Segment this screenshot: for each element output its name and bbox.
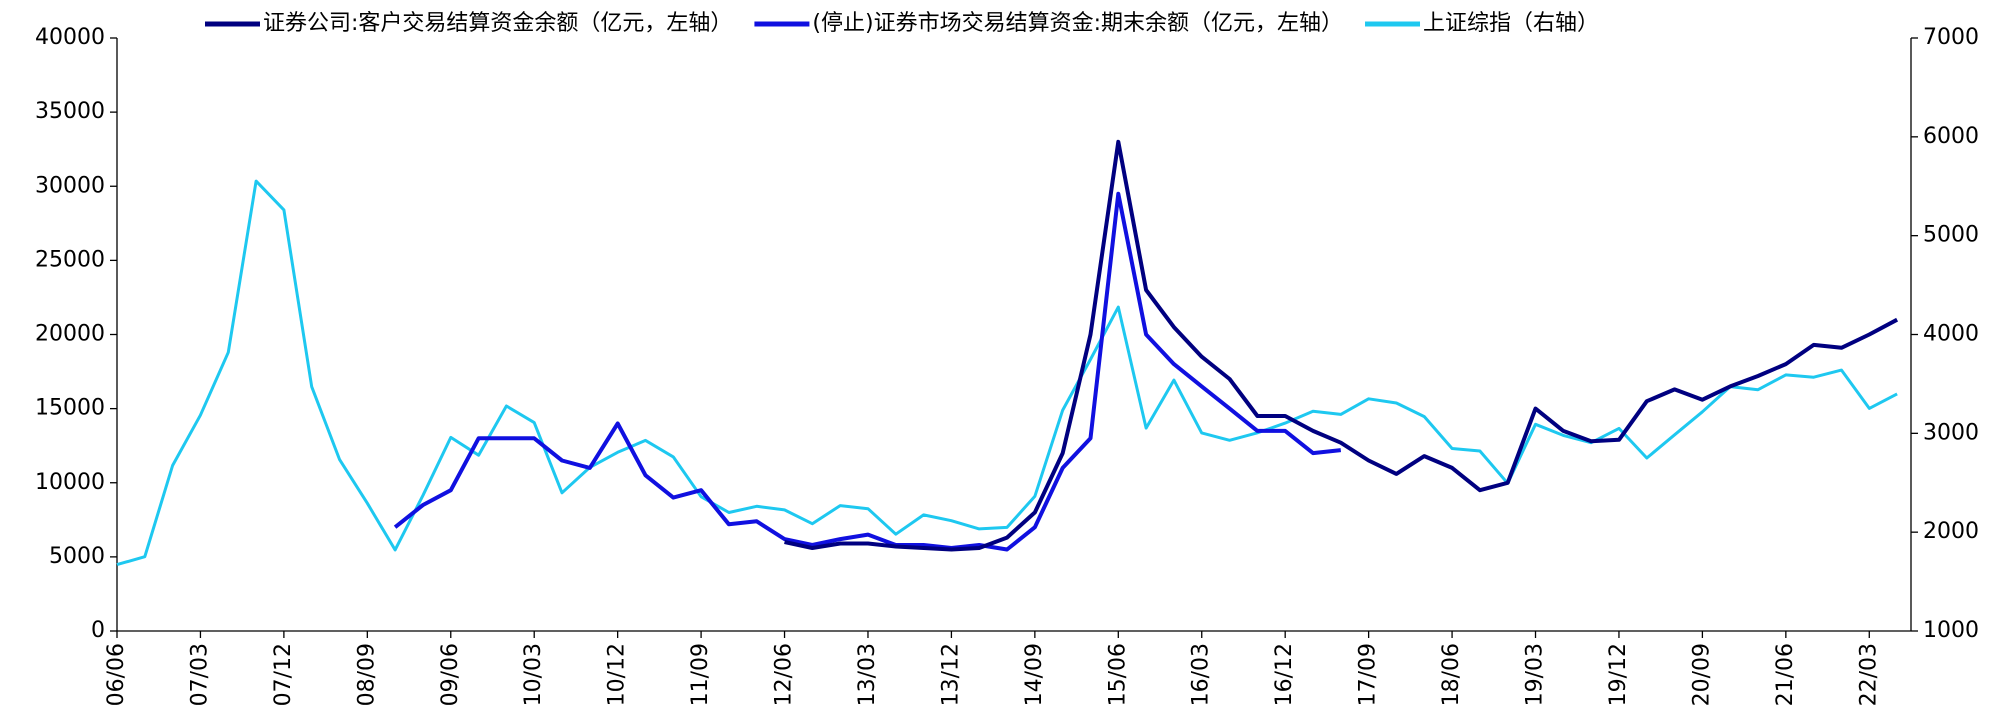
x-tick-label: 13/12 bbox=[938, 643, 963, 706]
x-tick-label: 16/03 bbox=[1189, 643, 1214, 706]
y-tick-label: 40000 bbox=[35, 25, 105, 50]
x-tick-label: 12/06 bbox=[772, 643, 797, 706]
x-tick-label: 19/12 bbox=[1606, 643, 1631, 706]
x-tick-label: 20/09 bbox=[1689, 643, 1714, 706]
x-tick-label: 13/03 bbox=[855, 643, 880, 706]
x-tick-label: 06/06 bbox=[104, 643, 129, 706]
series-line bbox=[784, 139, 1899, 552]
y-tick-label: 35000 bbox=[35, 99, 105, 124]
x-tick-label: 21/06 bbox=[1773, 643, 1798, 706]
x-tick-label: 10/03 bbox=[521, 643, 546, 706]
x-tick-label: 17/09 bbox=[1356, 643, 1381, 706]
y-tick-label: 15000 bbox=[35, 396, 105, 421]
legend-label: 证券公司:客户交易结算资金余额（亿元，左轴） bbox=[263, 11, 732, 36]
x-tick-label: 07/03 bbox=[187, 643, 212, 706]
x-tick-label: 22/03 bbox=[1856, 643, 1881, 706]
y-tick-label: 5000 bbox=[49, 544, 105, 569]
x-tick-label: 16/12 bbox=[1272, 643, 1297, 706]
y2-tick-label: 1000 bbox=[1923, 618, 1979, 643]
series-line bbox=[116, 179, 1898, 567]
x-tick-label: 10/12 bbox=[605, 643, 630, 706]
y2-tick-label: 3000 bbox=[1923, 420, 1979, 445]
y-tick-label: 10000 bbox=[35, 470, 105, 495]
x-tick-label: 19/03 bbox=[1523, 643, 1548, 706]
y-tick-label: 25000 bbox=[35, 247, 105, 272]
x-tick-label: 07/12 bbox=[271, 643, 296, 706]
y2-tick-label: 6000 bbox=[1923, 124, 1979, 149]
x-tick-label: 09/06 bbox=[438, 643, 463, 706]
y2-tick-label: 5000 bbox=[1923, 223, 1979, 248]
series-line bbox=[393, 191, 1342, 552]
legend-label: 上证综指（右轴） bbox=[1423, 11, 1599, 36]
x-tick-label: 08/09 bbox=[354, 643, 379, 706]
legend-label: (停止)证券市场交易结算资金:期末余额（亿元，左轴） bbox=[812, 11, 1343, 36]
y-tick-label: 20000 bbox=[35, 322, 105, 347]
y2-tick-label: 7000 bbox=[1923, 25, 1979, 50]
x-tick-label: 11/09 bbox=[688, 643, 713, 706]
y-tick-label: 30000 bbox=[35, 173, 105, 198]
x-tick-label: 15/06 bbox=[1105, 643, 1130, 706]
x-tick-label: 18/06 bbox=[1439, 643, 1464, 706]
y-tick-label: 0 bbox=[91, 618, 105, 643]
x-tick-label: 14/09 bbox=[1022, 643, 1047, 706]
y2-tick-label: 2000 bbox=[1923, 519, 1979, 544]
y2-tick-label: 4000 bbox=[1923, 322, 1979, 347]
